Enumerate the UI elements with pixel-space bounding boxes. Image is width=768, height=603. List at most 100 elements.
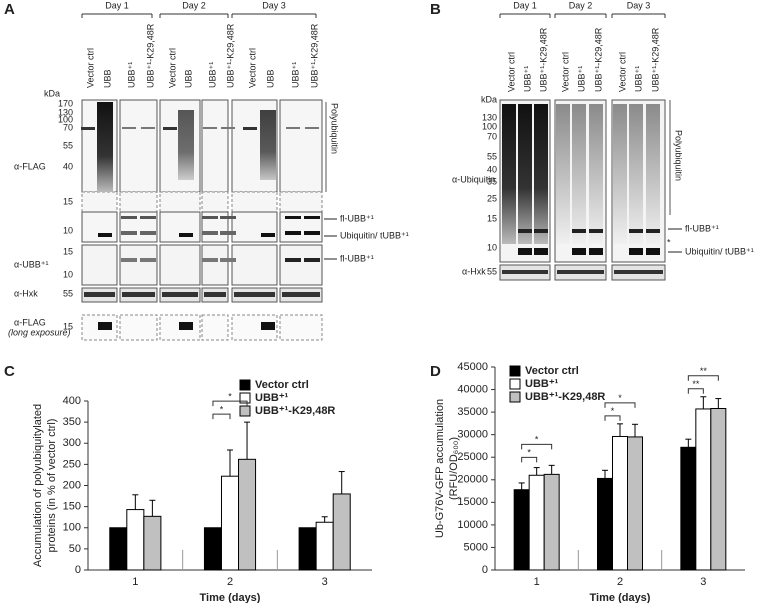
blot-band: [646, 248, 660, 255]
x-tick-label: 1: [132, 576, 138, 588]
day-label: Day 3: [262, 0, 286, 10]
bar: [203, 527, 222, 571]
bar: [695, 408, 712, 571]
blot-band: [179, 233, 193, 237]
kda-marker: 40: [487, 164, 497, 174]
blot-shape: [279, 314, 323, 341]
lane-label: UBB: [183, 69, 193, 88]
blot-band: [220, 216, 236, 219]
blot-band: [518, 229, 532, 233]
blot-band: [121, 216, 137, 219]
significance-bracket: [521, 456, 538, 463]
significance-bracket: [687, 388, 704, 394]
y-axis-label: Ub-G76V-GFP accumulation: [434, 399, 446, 538]
y-tick-label: 10000: [457, 519, 488, 531]
kda-marker: 15: [63, 196, 73, 206]
blot-shape: [159, 211, 201, 243]
error-bar: [132, 494, 139, 510]
bar: [315, 521, 334, 571]
lane-label: UBB⁺¹-K29,48R: [145, 23, 155, 88]
significance-mark: **: [692, 379, 700, 389]
blot-band: [141, 127, 155, 129]
lane-label: Vector ctrl: [506, 52, 516, 92]
blot-band: [572, 229, 586, 233]
legend-swatch: [239, 405, 251, 417]
blot-band: [98, 322, 112, 330]
blot-band: [572, 248, 586, 255]
blot-shape: [159, 191, 201, 213]
blot-band: [140, 258, 156, 262]
hxk-band: [282, 292, 320, 297]
y-tick-label: 250: [63, 458, 81, 470]
blot-shape: [119, 99, 158, 193]
bar: [612, 435, 628, 571]
hxk-band: [162, 292, 198, 297]
side-label: *: [667, 237, 671, 247]
blot-smear: [589, 104, 603, 244]
blot-band: [98, 233, 112, 237]
blot-band: [589, 229, 603, 233]
legend-swatch: [509, 365, 521, 377]
x-tick-label: 2: [617, 576, 623, 588]
error-bar: [632, 423, 638, 437]
significance-bracket: [212, 400, 248, 407]
blot-band: [221, 127, 235, 129]
hxk-band: [234, 292, 275, 297]
error-bar: [533, 467, 540, 476]
kda-unit: kDa: [481, 94, 497, 104]
y-tick-label: 0: [75, 564, 81, 576]
blot-shape: [159, 244, 201, 286]
blot-band: [81, 127, 95, 130]
blot-shape: [119, 314, 158, 341]
y-tick-label: 300: [63, 437, 81, 449]
blot-shape: [279, 244, 323, 286]
row-label: α-Hxk: [462, 266, 486, 276]
bar: [680, 446, 697, 571]
blot-shape: [119, 191, 158, 213]
lane-label: UBB⁺¹: [522, 66, 532, 92]
lane-label: UBB⁺¹: [207, 62, 217, 88]
blot-band: [304, 216, 320, 219]
hxk-band: [204, 292, 226, 297]
bar: [513, 489, 530, 571]
blot-band: [202, 216, 218, 219]
error-bar: [685, 438, 692, 448]
y-tick-label: 5000: [464, 541, 488, 553]
blot-band: [203, 127, 217, 129]
kda-marker: 55: [63, 288, 73, 298]
row-label: α-FLAG: [14, 161, 46, 171]
blot-smear: [502, 104, 516, 244]
kda-marker: 100: [482, 121, 497, 131]
blot-shape: [231, 211, 278, 243]
blot-shape: [119, 244, 158, 286]
bar: [627, 436, 643, 571]
lane-label: UBB⁺¹: [126, 62, 136, 88]
blot-smear: [178, 110, 194, 180]
y-tick-label: 45000: [457, 361, 488, 373]
kda-marker: 35: [487, 176, 497, 186]
blot-shape: [279, 99, 323, 193]
hxk-band: [84, 292, 115, 297]
hxk-band: [122, 292, 155, 297]
error-bar: [227, 449, 233, 477]
blot-band: [243, 127, 257, 130]
side-label: fl-UBB⁺¹: [340, 213, 374, 223]
blot-band: [305, 127, 319, 129]
blot-band: [518, 248, 532, 255]
blot-shape: [201, 191, 229, 213]
blot-band: [285, 258, 301, 262]
day-label: Day 3: [627, 0, 651, 10]
significance-mark: *: [220, 405, 224, 415]
day-label: Day 2: [182, 0, 206, 10]
bar: [298, 527, 317, 571]
panel-letter: C: [4, 363, 15, 380]
kda-marker: 25: [487, 193, 497, 203]
bar: [710, 408, 727, 571]
significance-mark: *: [527, 448, 531, 458]
blot-band: [285, 216, 301, 219]
significance-bracket: [604, 415, 621, 421]
lane-label: Vector ctrl: [617, 52, 627, 92]
kda-marker: 15: [63, 246, 73, 256]
kda-marker: 10: [63, 269, 73, 279]
side-label: fl-UBB⁺¹: [340, 253, 374, 263]
